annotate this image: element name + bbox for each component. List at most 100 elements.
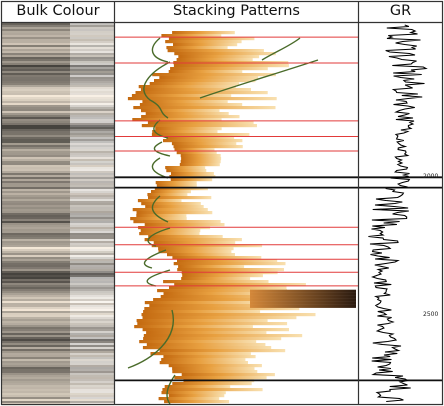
stacking-bar	[171, 142, 237, 146]
bulk-strip-fade	[70, 183, 114, 186]
stacking-bar	[156, 184, 197, 188]
bulk-strip-fade	[70, 251, 114, 254]
bulk-strip	[2, 385, 114, 388]
bulk-strip-fade	[70, 401, 114, 404]
bulk-strip-fade	[70, 35, 114, 38]
bulk-strip	[2, 135, 114, 138]
bulk-strip	[2, 77, 114, 80]
stacking-bar-dark	[250, 298, 356, 302]
bulk-strip-fade	[70, 267, 114, 270]
bulk-strip	[2, 309, 114, 312]
bulk-strip-fade	[70, 225, 114, 228]
stacking-bar	[172, 367, 255, 371]
bulk-strip-fade	[70, 291, 114, 294]
bulk-strip-fade	[70, 129, 114, 132]
bulk-strip	[2, 121, 114, 124]
depth-label-2500: 2500	[423, 311, 438, 318]
bulk-strip	[2, 363, 114, 366]
stacking-bar	[137, 199, 182, 203]
stacking-bar	[143, 334, 303, 338]
bulk-strip-fade	[70, 343, 114, 346]
stacking-bar	[154, 79, 256, 83]
stacking-bar	[178, 55, 260, 59]
bulk-strip	[2, 183, 114, 186]
stacking-bar	[173, 43, 238, 47]
bulk-strip-fade	[70, 319, 114, 322]
bulk-strip	[2, 243, 114, 246]
stacking-bar	[163, 280, 269, 284]
bulk-strip-fade	[70, 155, 114, 158]
bulk-strip-fade	[70, 33, 114, 36]
stacking-bar	[180, 160, 221, 164]
bulk-strip	[2, 101, 114, 104]
stacking-bar	[137, 322, 288, 326]
bulk-strip	[2, 383, 114, 386]
bulk-strip	[2, 241, 114, 244]
stacking-bar	[158, 247, 234, 251]
bulk-strip-fade	[70, 151, 114, 154]
bulk-strip	[2, 155, 114, 158]
bulk-strip-fade	[70, 299, 114, 302]
stacking-bar	[132, 208, 208, 212]
bulk-strip	[2, 75, 114, 78]
bulk-strip	[2, 109, 114, 112]
bulk-strip	[2, 113, 114, 116]
bulk-strip-fade	[70, 213, 114, 216]
bulk-strip	[2, 123, 114, 126]
bulk-strip	[2, 99, 114, 102]
bulk-strip	[2, 127, 114, 130]
bulk-strip	[2, 399, 114, 402]
stacking-bar	[142, 316, 297, 320]
bulk-strip-fade	[70, 305, 114, 308]
bulk-strip-fade	[70, 189, 114, 192]
stacking-bar	[136, 319, 268, 323]
bulk-strip-fade	[70, 29, 114, 32]
stacking-bar	[155, 181, 197, 185]
bulk-strip-fade	[70, 75, 114, 78]
bulk-strip	[2, 37, 114, 40]
bulk-strip	[2, 145, 114, 148]
stacking-bar	[139, 103, 243, 107]
bulk-strip-fade	[70, 383, 114, 386]
stacking-bar	[145, 205, 204, 209]
bulk-strip-fade	[70, 169, 114, 172]
bulk-strip-fade	[70, 201, 114, 204]
bulk-strip-fade	[70, 133, 114, 136]
bulk-strip	[2, 263, 114, 266]
stacking-bar	[163, 355, 256, 359]
stacking-patterns-title: Stacking Patterns	[115, 0, 358, 22]
stacking-bar	[181, 277, 251, 281]
bulk-colour-column	[2, 23, 114, 406]
stacking-bar	[147, 121, 254, 125]
stacking-bar	[149, 304, 289, 308]
sequence-boundaries	[115, 36, 442, 382]
bulk-strip	[2, 335, 114, 338]
bulk-strip	[2, 205, 114, 208]
bulk-strip-fade	[70, 181, 114, 184]
bulk-strip-fade	[70, 45, 114, 48]
bulk-strip-fade	[70, 43, 114, 46]
bulk-strip-fade	[70, 247, 114, 250]
bulk-strip-fade	[70, 277, 114, 280]
bulk-strip	[2, 179, 114, 182]
bulk-strip	[2, 175, 114, 178]
bulk-strip	[2, 85, 114, 88]
bulk-strip-fade	[70, 187, 114, 190]
stacking-bar	[147, 193, 188, 197]
bulk-strip	[2, 255, 114, 258]
bulk-strip	[2, 125, 114, 128]
bulk-strip	[2, 321, 114, 324]
bulk-strip	[2, 199, 114, 202]
bulk-strip-fade	[70, 215, 114, 218]
bulk-strip	[2, 375, 114, 378]
bulk-strip-fade	[70, 285, 114, 288]
bulk-strip	[2, 265, 114, 268]
bulk-strip-fade	[70, 265, 114, 268]
bulk-strip	[2, 81, 114, 84]
bulk-strip-fade	[70, 141, 114, 144]
bulk-strip	[2, 299, 114, 302]
bulk-strip	[2, 227, 114, 230]
stacking-bar	[176, 151, 217, 155]
bulk-strip	[2, 275, 114, 278]
